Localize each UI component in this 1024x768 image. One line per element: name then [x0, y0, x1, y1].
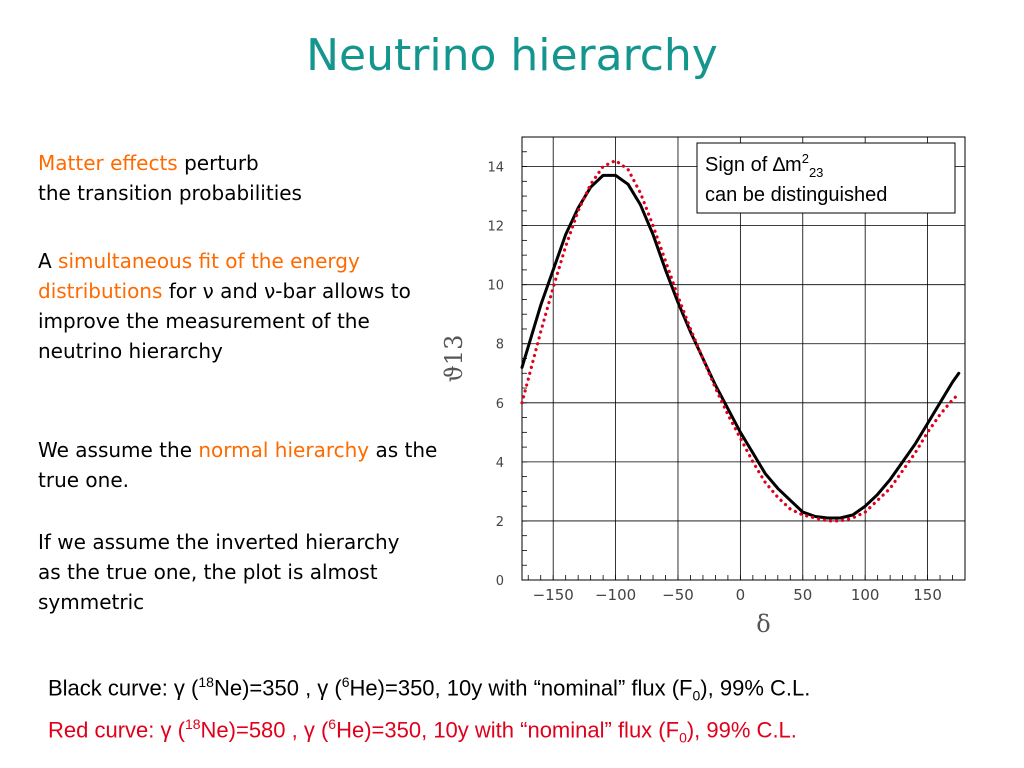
red-curve-line	[520, 159, 961, 523]
annotation-box	[696, 142, 956, 214]
annotation-line1: Sign of ∆m223	[705, 151, 823, 180]
highlight-normal-hierarchy: normal hierarchy	[198, 438, 370, 462]
paragraph-matter-effects: Matter effects perturb the transition pr…	[38, 148, 398, 208]
x-tick-label: 150	[913, 586, 942, 604]
highlight-matter-effects: Matter effects	[38, 151, 178, 175]
text: the transition probabilities	[38, 181, 302, 205]
x-axis-label: δ	[756, 610, 770, 638]
text: ), 99% C.L.	[700, 675, 811, 701]
x-tick-label: −150	[533, 586, 574, 604]
text: We assume the	[38, 438, 199, 462]
paragraph-simultaneous-fit: A simultaneous fit of the energy distrib…	[38, 246, 438, 366]
text: ), 99% C.L.	[686, 717, 797, 743]
y-axis-label: ϑ13	[440, 335, 468, 383]
text: Ne)=580 , γ (	[200, 717, 329, 743]
text: He)=350, 10y with “nominal” flux (F	[349, 675, 693, 701]
y-tick-label: 10	[487, 279, 504, 294]
page-title: Neutrino hierarchy	[306, 30, 718, 81]
x-tick-label: 100	[851, 586, 880, 604]
x-tick-label: −100	[595, 586, 636, 604]
sub: 0	[679, 729, 687, 746]
text: He)=350, 10y with “nominal” flux (F	[336, 717, 680, 743]
sup: 18	[198, 674, 214, 690]
y-tick-label: 4	[496, 456, 504, 471]
y-tick-label: 8	[496, 338, 504, 353]
text: Red curve: γ (	[48, 717, 185, 743]
text: for ν and ν-bar allows to improve the me…	[38, 279, 411, 363]
black-curve-line	[520, 173, 961, 520]
highlight-simultaneous-fit: simultaneous fit of the energy distribut…	[38, 249, 360, 303]
x-tick-label: −50	[662, 586, 694, 604]
y-tick-label: 12	[487, 220, 504, 235]
sup: 6	[341, 674, 350, 690]
sup: 6	[328, 716, 337, 732]
annotation-line2: can be distinguished	[705, 184, 887, 206]
x-tick-label: 50	[793, 586, 812, 604]
y-tick-label: 0	[496, 574, 504, 589]
paragraph-normal-hierarchy: We assume the normal hierarchy as the tr…	[38, 435, 438, 495]
text: perturb	[177, 151, 259, 175]
paragraph-inverted-hierarchy: If we assume the inverted hierarchy as t…	[38, 527, 418, 617]
text: Ne)=350 , γ (	[213, 675, 342, 701]
y-tick-label: 6	[496, 397, 504, 412]
text: Black curve: γ (	[48, 675, 199, 701]
sup: 18	[184, 716, 201, 732]
black-curve-caption: Black curve: γ (18Ne)=350 , γ (6He)=350,…	[48, 674, 1008, 704]
red-curve-caption: Red curve: γ (18Ne)=580 , γ (6He)=350, 1…	[48, 716, 1008, 746]
text: If we assume the inverted hierarchy as t…	[38, 530, 400, 614]
y-tick-label: 14	[487, 161, 504, 176]
theta13-delta-chart: −150 −100 −50 0 50 100 150 0 2 4 6 8 10 12 14 δ ϑ13 Sign …	[430, 125, 990, 645]
sub: 0	[692, 687, 701, 704]
chart-svg: −150 −100 −50 0 50 100 150 0 2 4 6 8 10 12 14 δ ϑ13 Sign …	[440, 136, 966, 638]
y-tick-label: 2	[496, 515, 504, 530]
x-tick-label: 0	[736, 586, 746, 604]
text: as the true one.	[38, 438, 438, 492]
text: A	[38, 249, 59, 273]
